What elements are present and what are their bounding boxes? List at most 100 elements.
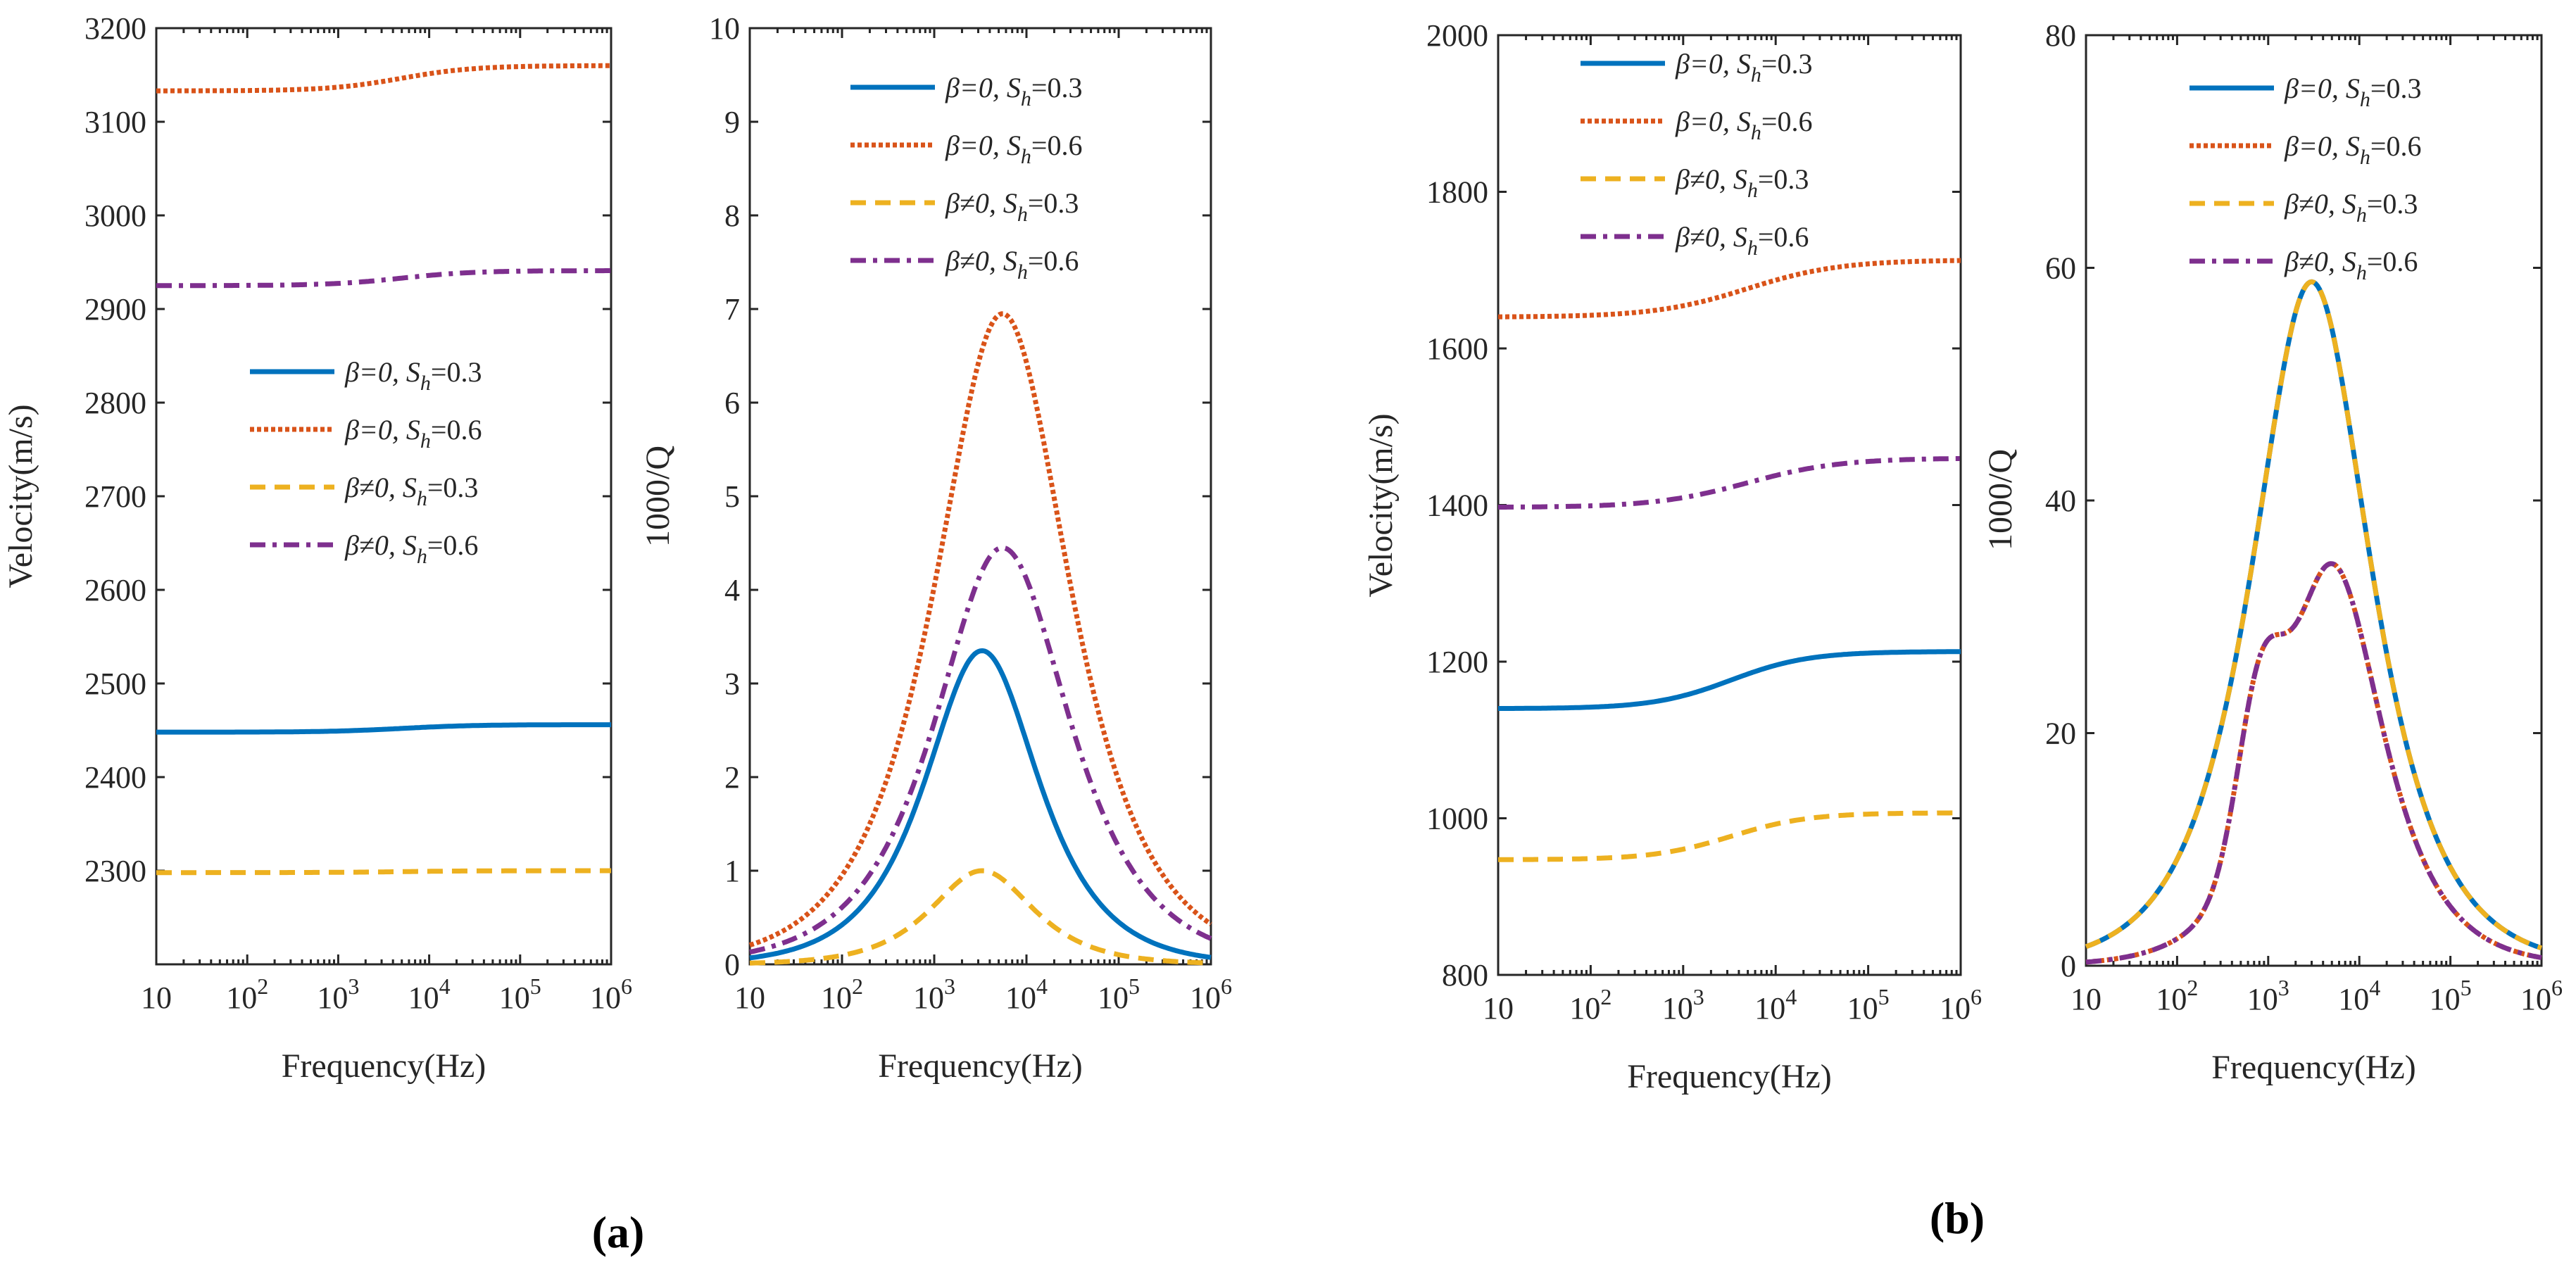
x-tick-label: 10 [141,981,172,1015]
x-tick-label: 102 [1569,984,1611,1026]
y-tick-label: 3 [724,667,740,701]
x-tick-label: 102 [226,973,268,1015]
chart-a-velocity: 2300 2400 2500 2600 2700 2800 2900 3000 3100 3200… [2,11,632,1085]
x-tick-label: 105 [1847,984,1890,1026]
y-tick-label: 7 [724,292,740,327]
x-tick-label: 106 [1940,984,1982,1026]
series-line-2 [748,311,1213,948]
y-tick-label: 8 [724,198,740,233]
x-tick-label: 103 [1662,984,1704,1026]
legend-entry-label: β=0, Sh=0.6 [945,130,1082,168]
y-tick-label: 3100 [84,105,146,139]
legend-entry-label: β=0, Sh=0.3 [344,356,482,395]
y-tick-label: 20 [2045,717,2076,751]
legend-entry-label: β=0, Sh=0.3 [1675,48,1812,87]
series-line-1 [1497,649,1961,711]
y-tick-label: 1600 [1426,332,1488,366]
series-line-4 [749,545,1212,954]
y-tick-label: 2600 [84,573,146,607]
chart-b-quality: 0 20 40 60 80 10 102 103 104 105 106 Frequency(Hz) 1… [1982,18,2563,1086]
series-line-4 [1497,455,1961,510]
legend-entry-label: β≠0, Sh=0.6 [2284,246,2418,284]
series-line-1 [2085,279,2543,951]
y-tick-label: 1200 [1426,645,1488,679]
y-axis-title: 1000/Q [1982,449,2019,550]
x-tick-label: 103 [2247,975,2289,1016]
series-line-3 [156,868,612,876]
x-tick-label: 104 [1005,973,1048,1015]
series-line-3 [1497,810,1961,862]
y-tick-label: 80 [2045,18,2076,53]
legend-entry-label: β=0, Sh=0.6 [1675,106,1812,144]
x-axis-title: Frequency(Hz) [282,1047,486,1085]
y-tick-label: 6 [724,386,740,420]
y-axis-title: 1000/Q [639,446,677,547]
y-tick-label: 2500 [84,667,146,701]
series-line-2 [1497,258,1961,320]
y-tick-label: 0 [724,947,740,982]
x-tick-label: 10 [2071,982,2101,1016]
y-tick-label: 9 [724,105,740,139]
x-tick-label: 104 [2338,975,2380,1016]
x-tick-label: 103 [913,973,955,1015]
legend-entry-label: β≠0, Sh=0.3 [945,187,1079,226]
chart-b-velocity: 800 1000 1200 1400 1600 1800 2000 10 102 103 104 10… [1362,18,1982,1095]
y-tick-label: 2 [724,760,740,795]
y-tick-label: 60 [2045,251,2076,286]
y-tick-label: 2400 [84,760,146,795]
legend-entry-label: β=0, Sh=0.6 [344,414,482,453]
x-tick-label: 104 [1754,984,1797,1026]
y-tick-label: 0 [2061,949,2076,983]
chart-a-quality: 0 1 2 3 4 5 6 7 8 9 10 10 102 103 104 105 106 Frequency(H… [639,11,1232,1085]
legend-entry-label: β≠0, Sh=0.3 [344,472,478,510]
y-tick-label: 40 [2045,484,2076,518]
legend: β=0, Sh=0.3 β=0, Sh=0.6 β≠0, Sh=0.3 β≠0, Sh… [1581,48,1812,260]
x-tick-label: 106 [1190,973,1232,1015]
x-tick-label: 105 [1098,973,1140,1015]
series-line-4 [156,268,612,289]
x-tick-label: 105 [2430,975,2472,1016]
series-line-3 [2085,279,2543,951]
y-tick-label: 1400 [1426,488,1488,523]
legend-entry-label: β≠0, Sh=0.3 [1675,163,1809,202]
legend-entry-label: β=0, Sh=0.3 [945,72,1082,111]
x-tick-label: 106 [2520,975,2563,1016]
x-axis-title: Frequency(Hz) [878,1047,1083,1085]
y-tick-label: 3000 [84,198,146,233]
series-line-1 [156,722,612,735]
y-axis-title: Velocity(m/s) [2,404,39,588]
plot-frame [2085,34,2543,967]
plot-frame [748,27,1212,966]
y-tick-label: 2700 [84,479,146,514]
panel-label-a: (a) [592,1207,645,1257]
legend: β=0, Sh=0.3 β=0, Sh=0.6 β≠0, Sh=0.3 β≠0, Sh… [250,356,482,568]
panels: 2300240025002600270028002900300031003200… [2,11,2563,1095]
y-tick-label: 2300 [84,854,146,888]
series-line-2 [156,63,612,94]
x-tick-label: 103 [317,973,359,1015]
y-tick-label: 4 [724,573,740,607]
x-axis-title: Frequency(Hz) [1627,1058,1832,1095]
x-axis-title: Frequency(Hz) [2211,1049,2416,1086]
x-tick-label: 105 [499,973,541,1015]
y-axis-title: Velocity(m/s) [1362,413,1400,597]
y-tick-label: 2000 [1426,18,1488,53]
panel-label-b: (b) [1930,1193,1985,1243]
y-tick-label: 1 [724,854,740,888]
legend: β=0, Sh=0.3 β=0, Sh=0.6 β≠0, Sh=0.3 β≠0, Sh… [850,72,1082,284]
x-tick-label: 104 [408,973,451,1015]
legend-entry-label: β≠0, Sh=0.6 [344,529,478,568]
y-tick-label: 3200 [84,11,146,46]
y-tick-label: 10 [709,11,740,46]
legend-entry-label: β≠0, Sh=0.6 [1675,221,1809,260]
x-tick-label: 102 [2156,975,2198,1016]
legend-entry-label: β=0, Sh=0.3 [2284,73,2421,111]
series-line-4 [2085,561,2542,965]
x-tick-label: 102 [821,973,863,1015]
y-tick-label: 2800 [84,386,146,420]
legend-entry-label: β≠0, Sh=0.3 [2284,188,2418,227]
legend-entry-label: β=0, Sh=0.6 [2284,130,2421,169]
legend-entry-label: β≠0, Sh=0.6 [945,245,1079,284]
y-tick-label: 2900 [84,292,146,327]
